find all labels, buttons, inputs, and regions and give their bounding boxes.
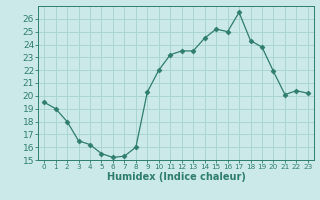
X-axis label: Humidex (Indice chaleur): Humidex (Indice chaleur) bbox=[107, 172, 245, 182]
